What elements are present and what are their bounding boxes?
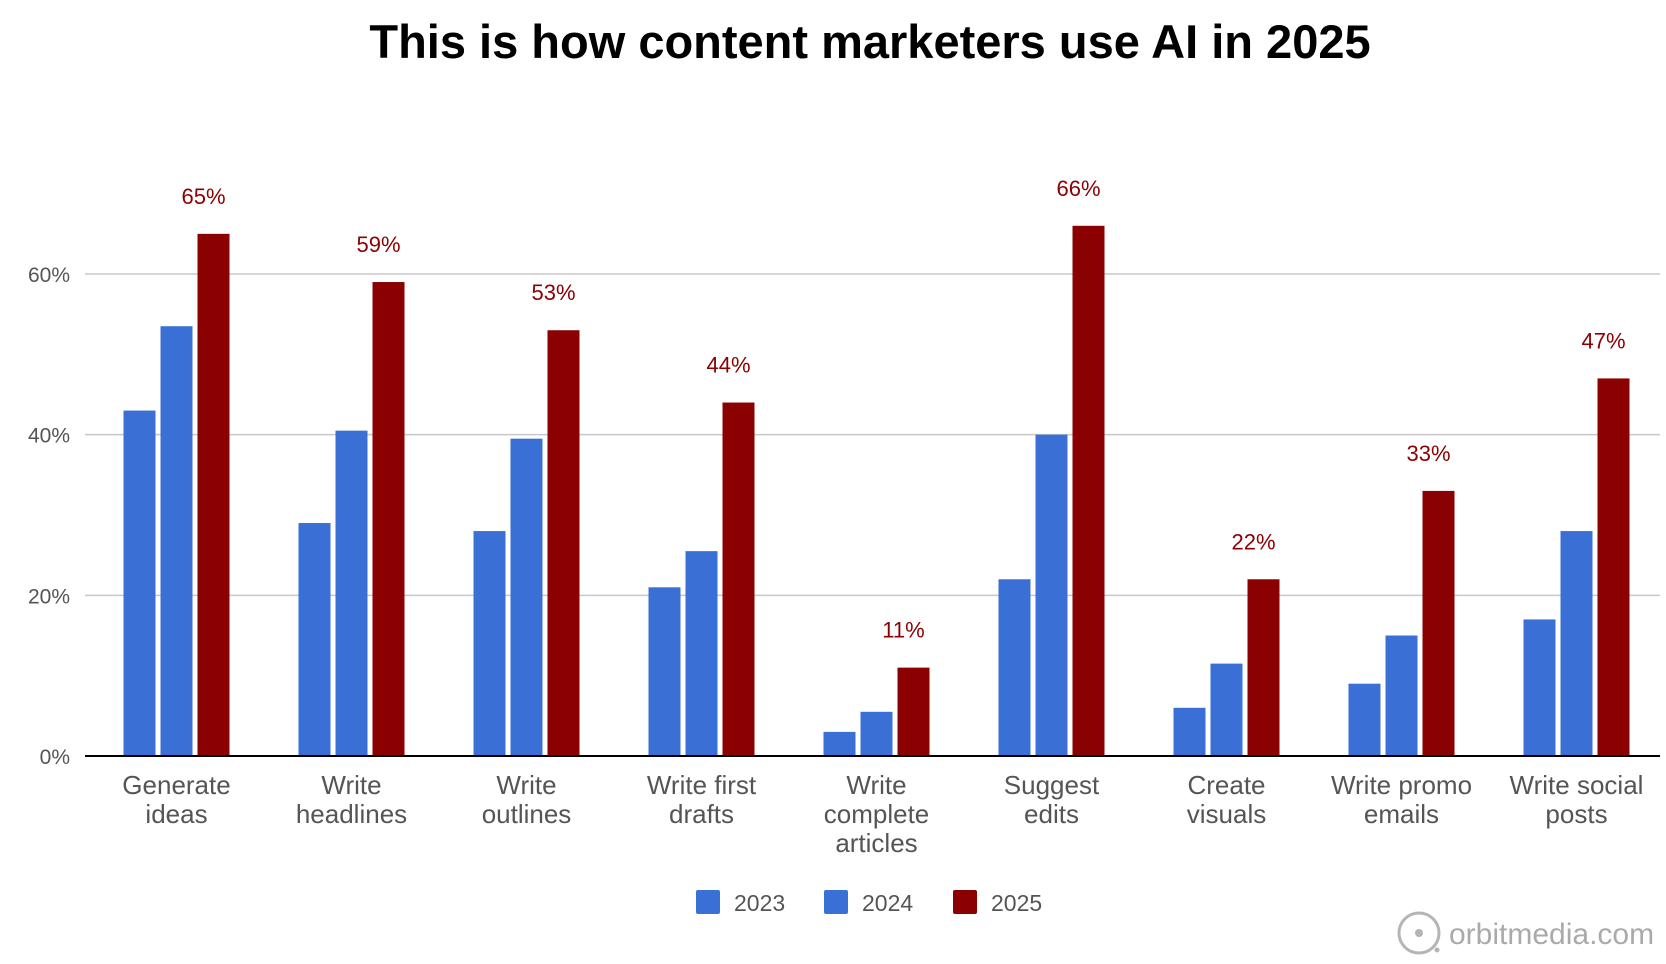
bar-2025-2 [547, 330, 580, 756]
x-category-line: Generate [122, 770, 230, 800]
bar-2023-5 [998, 579, 1031, 756]
orbit-logo-satellite-icon [1434, 947, 1440, 953]
x-category-line: ideas [145, 799, 207, 829]
orbit-logo-icon [1397, 911, 1441, 955]
legend-swatch-2025 [953, 890, 977, 914]
bar-2025-5 [1072, 225, 1105, 757]
x-category-label: Suggest edits [1004, 770, 1100, 829]
bar-2024-0 [160, 326, 193, 756]
data-label-2025: 66% [1056, 176, 1100, 201]
bar-2024-4 [860, 711, 893, 756]
bar-2025-1 [372, 282, 405, 756]
x-category-label: Generate ideas [122, 770, 230, 829]
y-tick-label: 0% [40, 746, 70, 769]
watermark: orbitmedia.com [1397, 911, 1654, 955]
data-label-2025: 33% [1406, 441, 1450, 466]
y-tick-label: 60% [28, 264, 70, 287]
x-category-line: posts [1545, 799, 1607, 829]
bar-2025-8 [1597, 378, 1630, 756]
x-category-line: outlines [482, 799, 572, 829]
x-category-line: Create [1187, 770, 1265, 800]
y-tick-label: 20% [28, 585, 70, 608]
y-tick-label: 40% [28, 425, 70, 448]
bar-2024-1 [335, 430, 368, 756]
x-category-line: drafts [669, 799, 734, 829]
bar-2023-7 [1348, 683, 1381, 756]
data-label-2025: 44% [706, 353, 750, 378]
bars [123, 225, 1630, 757]
x-category-line: Write social [1510, 770, 1644, 800]
data-label-2025: 11% [882, 618, 924, 643]
bar-2024-7 [1385, 635, 1418, 756]
legend-label-2024: 2024 [862, 890, 913, 916]
bar-2023-1 [298, 523, 331, 756]
bar-2025-4 [897, 667, 930, 756]
data-label-2025: 65% [181, 184, 225, 209]
data-label-2025: 47% [1581, 328, 1625, 353]
x-category-line: Write [496, 770, 556, 800]
bar-2025-0 [197, 233, 230, 757]
bar-2025-7 [1422, 490, 1455, 756]
legend: 2023 2024 2025 [696, 890, 1042, 916]
x-category-line: Suggest [1004, 770, 1100, 800]
orbit-logo-dot-icon [1415, 929, 1423, 937]
x-category-line: visuals [1187, 799, 1266, 829]
x-category-line: edits [1024, 799, 1079, 829]
bar-2024-2 [510, 438, 543, 756]
x-category-line: headlines [296, 799, 407, 829]
legend-label-2023: 2023 [734, 890, 785, 916]
bar-2023-3 [648, 587, 681, 756]
bar-2023-8 [1523, 619, 1556, 756]
bar-2025-3 [722, 402, 755, 756]
x-category-line: emails [1364, 799, 1439, 829]
x-category-line: Write first [647, 770, 757, 800]
bar-2024-3 [685, 551, 718, 756]
bar-2024-8 [1560, 531, 1593, 756]
x-category-label: Write first drafts [647, 770, 757, 829]
bar-2023-4 [823, 731, 856, 756]
data-label-2025: 22% [1231, 529, 1275, 554]
x-category-label: Write outlines [482, 770, 572, 829]
data-label-2025: 59% [356, 232, 400, 257]
legend-swatch-2024 [824, 890, 848, 914]
x-category-label: Write promo emails [1331, 770, 1472, 829]
x-category-line: articles [835, 828, 917, 858]
x-category-line: Write [321, 770, 381, 800]
bar-2024-6 [1210, 663, 1243, 756]
chart-title: This is how content marketers use AI in … [369, 15, 1370, 68]
bar-2023-2 [473, 531, 506, 756]
x-category-line: complete [824, 799, 930, 829]
x-category-label: Write complete articles [824, 770, 930, 858]
bar-2023-0 [123, 410, 156, 756]
data-labels: 65% 59% 53% 44% 11% 66% 22% 33% 47% [181, 176, 1625, 643]
bar-2024-5 [1035, 434, 1068, 756]
x-category-label: Write social posts [1510, 770, 1644, 829]
x-category-line: Write [846, 770, 906, 800]
x-category-line: Write promo [1331, 770, 1472, 800]
legend-label-2025: 2025 [991, 890, 1042, 916]
data-label-2025: 53% [531, 280, 575, 305]
watermark-text: orbitmedia.com [1449, 918, 1654, 951]
bar-2023-6 [1173, 707, 1206, 756]
legend-swatch-2023 [696, 890, 720, 914]
x-category-label: Write headlines [296, 770, 407, 829]
x-category-label: Create visuals [1187, 770, 1266, 829]
bar-2025-6 [1247, 579, 1280, 756]
